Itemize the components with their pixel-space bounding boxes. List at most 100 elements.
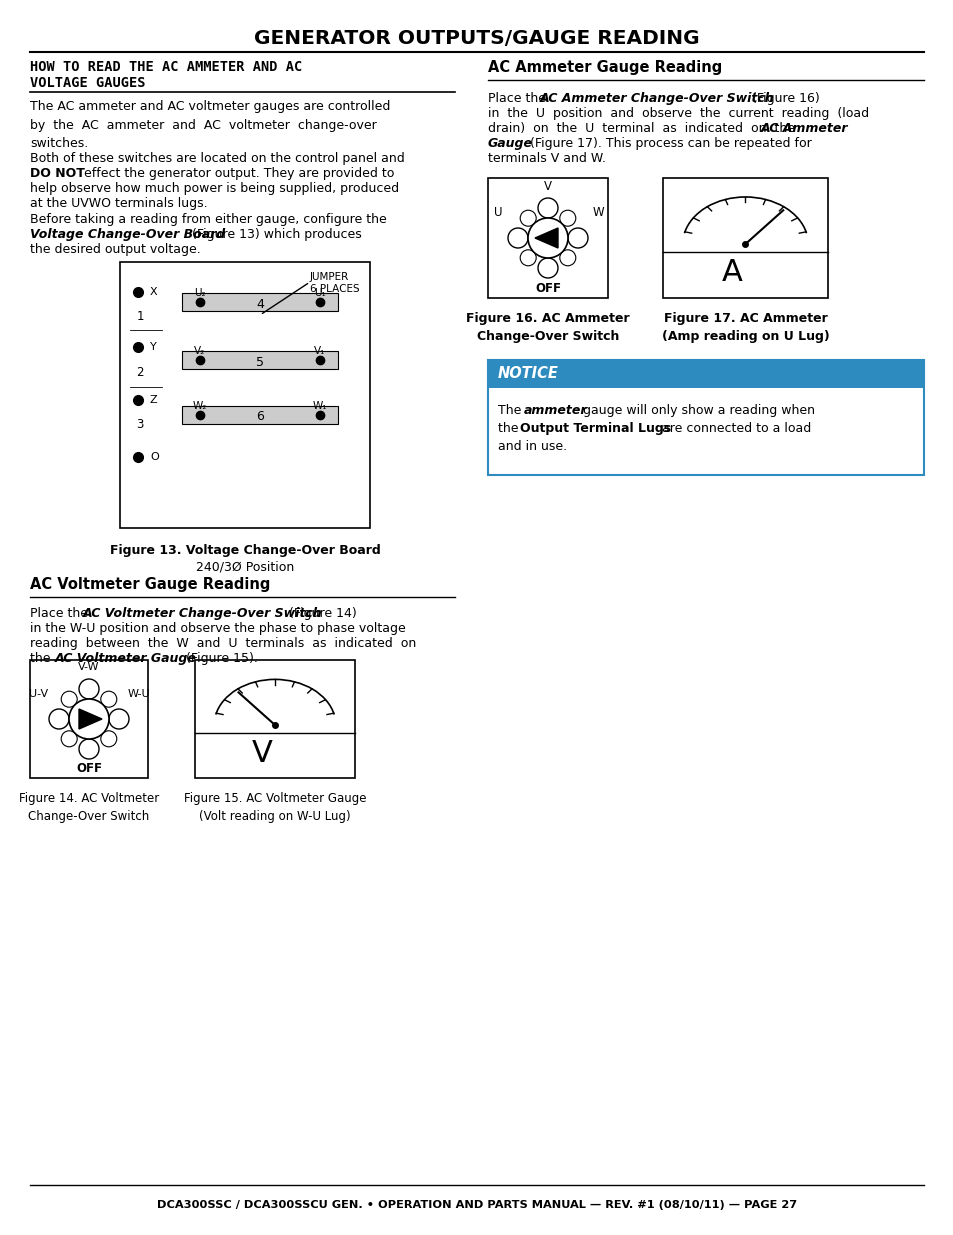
Text: Gauge: Gauge [488,137,533,149]
Bar [488,178,607,298]
Text: the: the [497,422,522,435]
Text: 2: 2 [136,366,144,378]
Text: X: X [150,287,157,296]
Text: (Figure 14): (Figure 14) [285,606,356,620]
Text: Place the: Place the [488,91,550,105]
Text: DCA300SSC / DCA300SSCU GEN. • OPERATION AND PARTS MANUAL — REV. #1 (08/10/11) — : DCA300SSC / DCA300SSCU GEN. • OPERATION … [157,1200,796,1210]
Circle shape [69,699,109,739]
Text: gauge will only show a reading when: gauge will only show a reading when [578,404,814,417]
Bar [488,359,923,388]
Text: (Figure 17). This process can be repeated for: (Figure 17). This process can be repeate… [525,137,811,149]
Circle shape [101,731,116,747]
Text: HOW TO READ THE AC AMMETER AND AC: HOW TO READ THE AC AMMETER AND AC [30,61,302,74]
Text: Both of these switches are located on the control panel and: Both of these switches are located on th… [30,152,404,165]
Text: help observe how much power is being supplied, produced: help observe how much power is being sup… [30,182,398,195]
Polygon shape [535,228,558,248]
Text: 5: 5 [255,356,264,368]
Circle shape [519,249,536,266]
Text: the: the [30,652,54,664]
Text: (Figure 13) which produces: (Figure 13) which produces [188,228,361,241]
Text: V-W: V-W [78,662,100,672]
Text: reading  between  the  W  and  U  terminals  as  indicated  on: reading between the W and U terminals as… [30,637,416,650]
Bar [194,659,355,778]
Text: JUMPER: JUMPER [310,272,349,282]
Text: (Figure 15).: (Figure 15). [182,652,257,664]
Circle shape [537,258,558,278]
Text: U₂: U₂ [194,288,206,298]
Text: V₁: V₁ [314,346,325,356]
Text: OFF: OFF [535,282,560,294]
Text: The AC ammeter and AC voltmeter gauges are controlled
by  the  AC  ammeter  and : The AC ammeter and AC voltmeter gauges a… [30,100,390,149]
Bar [182,406,337,424]
Text: 6: 6 [255,410,264,424]
Text: W₂: W₂ [193,401,207,411]
Text: Figure 14. AC Voltmeter
Change-Over Switch: Figure 14. AC Voltmeter Change-Over Swit… [19,792,159,823]
Text: and in use.: and in use. [497,440,566,453]
Text: the desired output voltage.: the desired output voltage. [30,243,200,256]
Text: in  the  U  position  and  observe  the  current  reading  (load: in the U position and observe the curren… [488,107,868,120]
Circle shape [559,210,576,226]
Text: effect the generator output. They are provided to: effect the generator output. They are pr… [80,167,394,180]
Circle shape [559,249,576,266]
Text: W: W [592,206,603,220]
Text: A: A [721,258,742,288]
Circle shape [567,228,587,248]
Text: in the W-U position and observe the phase to phase voltage: in the W-U position and observe the phas… [30,622,405,635]
Text: Figure 15. AC Voltmeter Gauge
(Volt reading on W-U Lug): Figure 15. AC Voltmeter Gauge (Volt read… [184,792,366,823]
Text: ammeter: ammeter [523,404,587,417]
Text: AC Ammeter Gauge Reading: AC Ammeter Gauge Reading [488,61,721,75]
Bar [488,359,923,475]
Text: U₁: U₁ [314,288,326,298]
Text: 6 PLACES: 6 PLACES [310,284,359,294]
Text: V: V [543,179,552,193]
Circle shape [61,731,77,747]
Bar [662,178,827,298]
Text: DO NOT: DO NOT [30,167,85,180]
Text: Before taking a reading from either gauge, configure the: Before taking a reading from either gaug… [30,212,386,226]
Text: V₂: V₂ [194,346,206,356]
Text: drain)  on  the  U  terminal  as  indicated  on  the: drain) on the U terminal as indicated on… [488,122,799,135]
Text: Figure 16. AC Ammeter
Change-Over Switch: Figure 16. AC Ammeter Change-Over Switch [466,312,629,343]
Text: AC Ammeter Change-Over Switch: AC Ammeter Change-Over Switch [539,91,774,105]
Text: Voltage Change-Over Board: Voltage Change-Over Board [30,228,225,241]
Text: AC Voltmeter Gauge Reading: AC Voltmeter Gauge Reading [30,577,270,592]
Text: 240/3Ø Position: 240/3Ø Position [195,559,294,573]
Bar [182,351,337,369]
Polygon shape [79,709,102,729]
Circle shape [109,709,129,729]
Text: Y: Y [150,342,156,352]
Text: U-V: U-V [30,689,49,699]
Text: AC Ammeter: AC Ammeter [760,122,847,135]
Text: OFF: OFF [76,762,102,776]
Text: at the UVWO terminals lugs.: at the UVWO terminals lugs. [30,198,208,210]
Text: The: The [497,404,525,417]
Bar [182,293,337,311]
Text: O: O [150,452,158,462]
Circle shape [519,210,536,226]
Text: (Figure 16): (Figure 16) [747,91,819,105]
Text: Place the: Place the [30,606,91,620]
Bar [120,262,370,529]
Circle shape [101,692,116,708]
Text: VOLTAGE GAUGES: VOLTAGE GAUGES [30,77,146,90]
Text: Output Terminal Lugs: Output Terminal Lugs [519,422,670,435]
Text: AC Voltmeter Change-Over Switch: AC Voltmeter Change-Over Switch [83,606,322,620]
Circle shape [49,709,69,729]
Text: terminals V and W.: terminals V and W. [488,152,605,165]
Text: are connected to a load: are connected to a load [658,422,810,435]
Circle shape [527,219,567,258]
Text: GENERATOR OUTPUTS/GAUGE READING: GENERATOR OUTPUTS/GAUGE READING [253,28,700,47]
Text: AC Voltmeter Gauge: AC Voltmeter Gauge [55,652,196,664]
Text: 4: 4 [255,298,264,310]
Bar [30,659,148,778]
Circle shape [79,739,99,760]
Text: W₁: W₁ [313,401,327,411]
Circle shape [537,198,558,219]
Circle shape [61,692,77,708]
Text: Z: Z [150,395,157,405]
Circle shape [507,228,527,248]
Text: V: V [252,739,273,768]
Text: Figure 13. Voltage Change-Over Board: Figure 13. Voltage Change-Over Board [110,543,380,557]
Text: Figure 17. AC Ammeter
(Amp reading on U Lug): Figure 17. AC Ammeter (Amp reading on U … [661,312,828,343]
Text: U: U [494,206,501,220]
